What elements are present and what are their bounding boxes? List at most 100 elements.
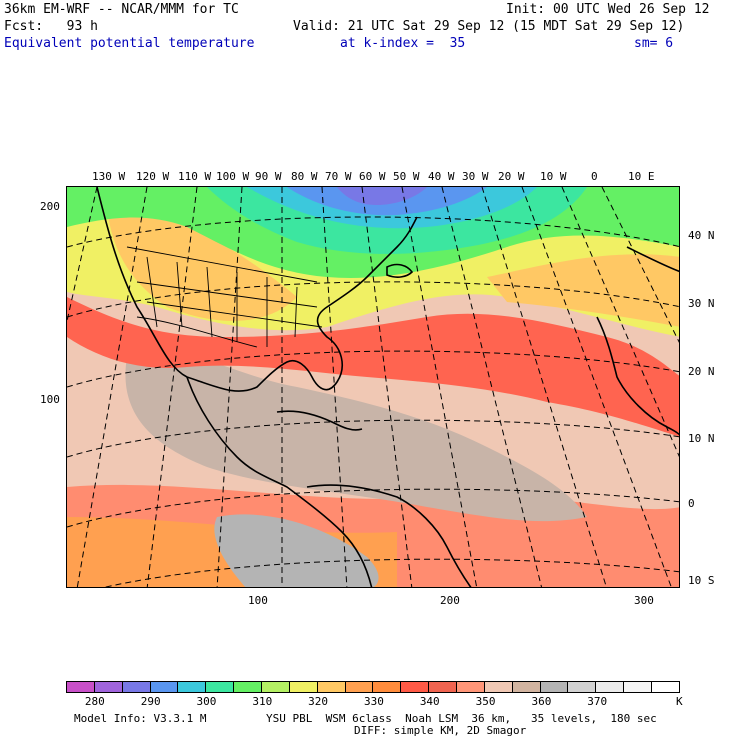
colorbar-label: 330 [364,695,384,708]
field-atlantic-red-band [67,297,679,437]
forecast-hour: Fcst: 93 h [4,19,98,34]
lat-line-10s [103,558,679,587]
colorbar-swatch [540,682,569,692]
longitude-label: 0 [591,170,598,183]
field-western-us-orange [107,207,297,321]
lon-line [601,187,679,343]
diffusion-info: DIFF: simple KM, 2D Smagor [354,724,527,737]
lat-line-0 [67,488,679,528]
latitude-label: 10 S [688,574,715,587]
state-borders-horizontal [136,281,323,328]
lon-line [401,187,478,587]
colorbar-label: 320 [308,695,329,708]
longitude-label: 50 W [393,170,420,183]
colorbar-label: 340 [419,695,440,708]
colorbar-label: 290 [140,695,161,708]
lon-line [521,187,672,587]
colorbar-label: 300 [196,695,217,708]
colorbar-label: 280 [84,695,105,708]
lon-line [441,187,543,587]
colorbar-swatch [568,682,597,692]
longitude-label: 110 W [178,170,212,183]
grid-x-label: 100 [248,594,268,607]
us-mexico-border [136,316,258,348]
colorbar-swatch [206,682,235,692]
africa-coastline [596,316,679,436]
latitude-label: 30 N [688,297,715,310]
model-info: Model Info: V3.3.1 M YSU PBL WSM 6class … [74,712,657,725]
state-borders-vertical [146,256,298,347]
colorbar-swatch [317,682,346,692]
field-name: Equivalent potential temperature [4,36,255,51]
colorbar-swatch [289,682,318,692]
lon-line [76,187,148,587]
field-north-purple [337,187,427,205]
colorbar-label: 310 [252,695,273,708]
grid-y-label: 100 [40,393,60,406]
political-borders [126,246,323,348]
longitude-label: 130 W [92,170,126,183]
lon-line [321,187,348,587]
field-tropical-gray [125,351,587,522]
colorbar-swatch [150,682,179,692]
south-america-north-coastline [306,484,472,587]
central-america-coastline [186,376,373,587]
colorbar-label: 370 [587,695,608,708]
colorbar-swatch [401,682,430,692]
longitude-label: 10 W [540,170,567,183]
lon-line [561,187,679,458]
lon-line [146,187,198,587]
colorbar-swatch [67,682,95,692]
latitude-label: 20 N [688,365,715,378]
init-time: Init: 00 UTC Wed 26 Sep 12 [506,2,710,17]
level-info: at k-index = 35 [340,36,466,51]
model-title: 36km EM-WRF -- NCAR/MMM for TC [4,2,239,17]
colorbar-swatch [652,682,679,692]
lon-line [361,187,413,587]
nova-scotia-coastline [386,263,414,278]
us-canada-border [126,246,318,283]
colorbar-swatch [512,682,541,692]
colorbar-label: 360 [531,695,552,708]
colorbar-swatch [94,682,123,692]
iberia-coastline [626,246,679,273]
colorbar-swatch [234,682,263,692]
grid-x-label: 300 [634,594,654,607]
latitude-label: 0 [688,497,695,510]
field-south-america-gray [214,514,379,587]
lat-line-30n [67,281,679,318]
field-east-atlantic-orange [487,254,679,327]
longitude-label: 60 W [359,170,386,183]
grid-y-label: 200 [40,200,60,213]
colorbar-swatch [596,682,625,692]
grid-x-label: 200 [440,594,460,607]
colorbar-swatch [373,682,402,692]
longitude-label: 10 E [628,170,655,183]
smoothing-info: sm= 6 [634,36,674,51]
theta-e-map [66,186,680,588]
colorbar-swatch [429,682,458,692]
longitude-label: 100 W [216,170,250,183]
colorbar-unit: K [676,695,683,708]
lon-line [481,187,607,587]
lon-line [216,187,243,587]
colorbar [66,681,680,693]
valid-time: Valid: 21 UTC Sat 29 Sep 12 (15 MDT Sat … [293,19,685,34]
colorbar-swatch [122,682,151,692]
lat-line-20n [67,350,679,388]
colorbar-swatch [345,682,374,692]
colorbar-swatch [178,682,207,692]
colorbar-swatch [624,682,653,692]
longitude-label: 20 W [498,170,525,183]
longitude-label: 40 W [428,170,455,183]
longitude-label: 120 W [136,170,170,183]
longitude-label: 30 W [462,170,489,183]
map-canvas [67,187,679,587]
lat-line-40n [67,216,679,248]
latitude-label: 40 N [688,229,715,242]
colorbar-swatch [262,682,290,692]
colorbar-swatch [484,682,513,692]
latitude-label: 10 N [688,432,715,445]
coastlines [96,187,679,587]
colorbar-label: 350 [475,695,496,708]
